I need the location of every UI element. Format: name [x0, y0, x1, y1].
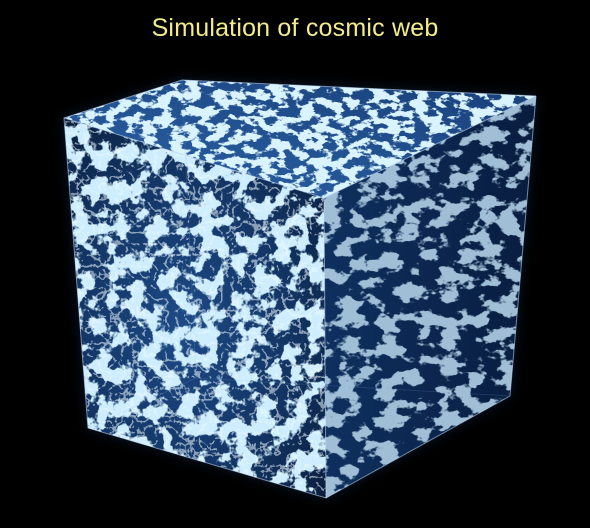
- cube-front-face: [64, 118, 326, 498]
- page-title: Simulation of cosmic web: [151, 14, 439, 42]
- cube-right-face: [324, 96, 536, 498]
- cube-edges: [63, 79, 537, 499]
- cube-top-face: [64, 80, 536, 198]
